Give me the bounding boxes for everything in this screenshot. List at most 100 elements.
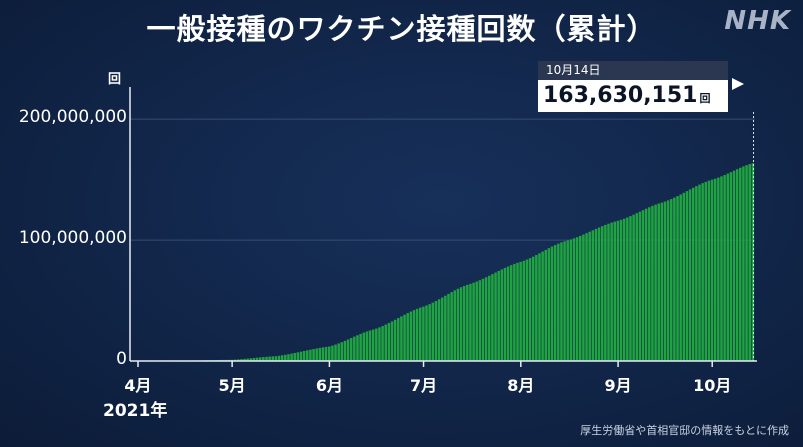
bar-day-177: [691, 187, 695, 361]
callout-unit: 回: [699, 92, 711, 105]
bar-day-53: [302, 350, 306, 361]
bar-day-91: [422, 306, 425, 361]
bar-day-66: [343, 340, 347, 361]
bar-day-90: [418, 307, 422, 361]
bar-day-160: [638, 211, 642, 361]
bar-day-135: [560, 242, 563, 361]
bar-day-133: [553, 245, 557, 361]
callout-pointer-arrow: [732, 78, 744, 90]
bar-day-69: [353, 336, 356, 361]
x-tick-label-6: 10月: [693, 376, 732, 395]
bar-day-168: [663, 201, 667, 361]
bar-day-110: [481, 278, 485, 361]
bar-day-79: [384, 324, 387, 361]
bar-day-48: [287, 354, 290, 361]
bar-day-59: [321, 347, 325, 361]
bar-day-117: [503, 267, 507, 361]
bar-day-43: [271, 356, 275, 361]
bar-day-67: [346, 339, 350, 361]
bar-day-186: [720, 176, 723, 361]
bar-day-159: [635, 213, 638, 361]
bar-day-182: [707, 180, 711, 361]
bar-day-171: [673, 197, 676, 361]
bar-day-38: [255, 357, 259, 361]
bar-day-134: [557, 243, 560, 361]
bar-day-111: [484, 277, 488, 361]
bar-day-102: [456, 288, 460, 361]
grid-lines: [130, 118, 755, 241]
bar-day-129: [541, 251, 544, 361]
bars: [174, 163, 755, 361]
bar-day-136: [563, 241, 566, 361]
y-tick-label-2: 200,000,000: [18, 107, 127, 128]
bar-day-115: [497, 270, 500, 361]
bar-day-74: [368, 330, 372, 361]
bar-day-35: [246, 358, 249, 361]
callout-date: 10月14日: [538, 61, 728, 80]
bar-day-99: [447, 293, 450, 361]
bar-day-76: [375, 328, 378, 361]
bar-day-141: [579, 235, 582, 361]
bar-day-88: [412, 310, 416, 361]
latest-value-callout: 10月14日 163,630,151 回: [538, 61, 728, 112]
bar-day-145: [591, 230, 595, 361]
bar-day-166: [657, 203, 660, 361]
bar-day-165: [654, 204, 657, 361]
bar-day-195: [748, 164, 751, 361]
bar-day-120: [513, 263, 516, 361]
bar-day-49: [290, 353, 293, 361]
bar-day-170: [670, 199, 673, 361]
bar-day-33: [240, 359, 243, 361]
bar-day-57: [315, 348, 318, 361]
bar-day-152: [613, 221, 617, 361]
bar-day-114: [494, 272, 497, 361]
bar-day-131: [547, 248, 551, 361]
bar-day-139: [572, 238, 576, 361]
bar-day-58: [318, 347, 322, 361]
bar-day-123: [522, 260, 526, 361]
bar-day-44: [274, 356, 278, 361]
bar-day-95: [434, 301, 438, 361]
bar-day-93: [428, 304, 431, 361]
bar-day-71: [359, 333, 362, 361]
bar-day-176: [688, 189, 692, 361]
y-tick-label-1: 100,000,000: [18, 228, 127, 249]
bar-day-64: [337, 343, 340, 361]
bar-day-174: [682, 192, 686, 361]
bar-day-63: [334, 344, 337, 361]
bar-day-75: [371, 329, 375, 361]
bar-day-126: [531, 256, 535, 361]
bar-day-50: [293, 352, 296, 361]
bar-day-187: [723, 175, 726, 361]
bar-day-109: [478, 280, 482, 361]
bar-day-148: [600, 226, 604, 361]
bar-day-106: [469, 283, 472, 361]
bar-day-82: [393, 319, 397, 361]
bar-day-191: [735, 169, 739, 361]
bar-day-72: [362, 332, 366, 361]
bar-day-104: [462, 285, 466, 361]
bar-day-189: [729, 172, 733, 361]
bar-day-62: [331, 345, 334, 361]
bar-day-52: [299, 351, 303, 361]
bar-day-47: [284, 354, 287, 361]
bar-day-78: [381, 326, 384, 361]
bar-day-46: [280, 355, 284, 361]
bar-day-60: [324, 346, 328, 361]
bar-day-51: [296, 352, 300, 361]
bar-day-121: [516, 262, 519, 361]
bar-day-41: [265, 356, 268, 361]
bar-day-127: [535, 254, 538, 361]
bar-day-144: [588, 231, 591, 361]
bar-day-56: [312, 349, 315, 361]
bar-day-94: [431, 302, 435, 361]
bar-day-32: [237, 359, 240, 361]
bar-day-55: [309, 349, 312, 361]
callout-value: 163,630,151: [543, 83, 698, 108]
bar-day-161: [641, 210, 645, 361]
bar-day-68: [349, 338, 353, 361]
bar-day-101: [453, 290, 457, 361]
bar-day-147: [597, 227, 601, 361]
bar-day-100: [450, 292, 453, 361]
